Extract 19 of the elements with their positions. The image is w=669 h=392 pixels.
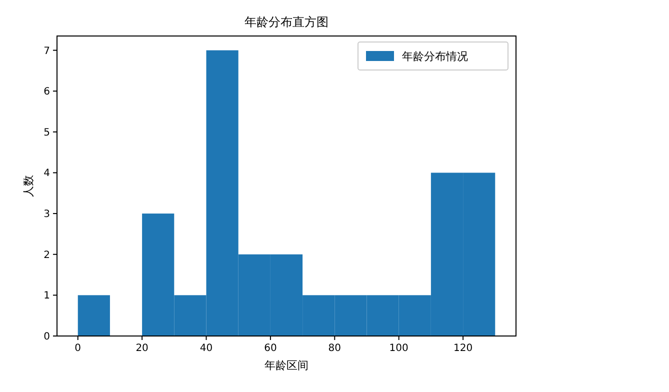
x-axis-title: 年龄区间	[264, 359, 308, 372]
y-tick-label: 0	[44, 332, 50, 342]
y-tick-label: 2	[44, 250, 50, 261]
x-tick-label: 80	[328, 343, 342, 354]
x-tick-label: 100	[389, 343, 408, 354]
x-tick-label: 60	[264, 343, 277, 354]
y-tick-label: 4	[44, 168, 50, 180]
y-tick-label: 6	[44, 86, 50, 98]
x-tick-label: 0	[74, 343, 82, 354]
x-tick-label: 120	[453, 343, 473, 354]
x-tick-label: 40	[200, 343, 213, 354]
y-axis-title: 人数	[22, 175, 35, 197]
y-tick-label: 1	[44, 290, 50, 302]
y-tick-label: 7	[44, 46, 50, 57]
y-tick-label: 3	[44, 209, 50, 220]
x-tick-label: 20	[136, 343, 148, 354]
legend-label: 年龄分布情况	[402, 50, 468, 63]
chart-title: 年龄分布直方图	[244, 15, 328, 29]
y-tick-label: 5	[44, 127, 50, 138]
